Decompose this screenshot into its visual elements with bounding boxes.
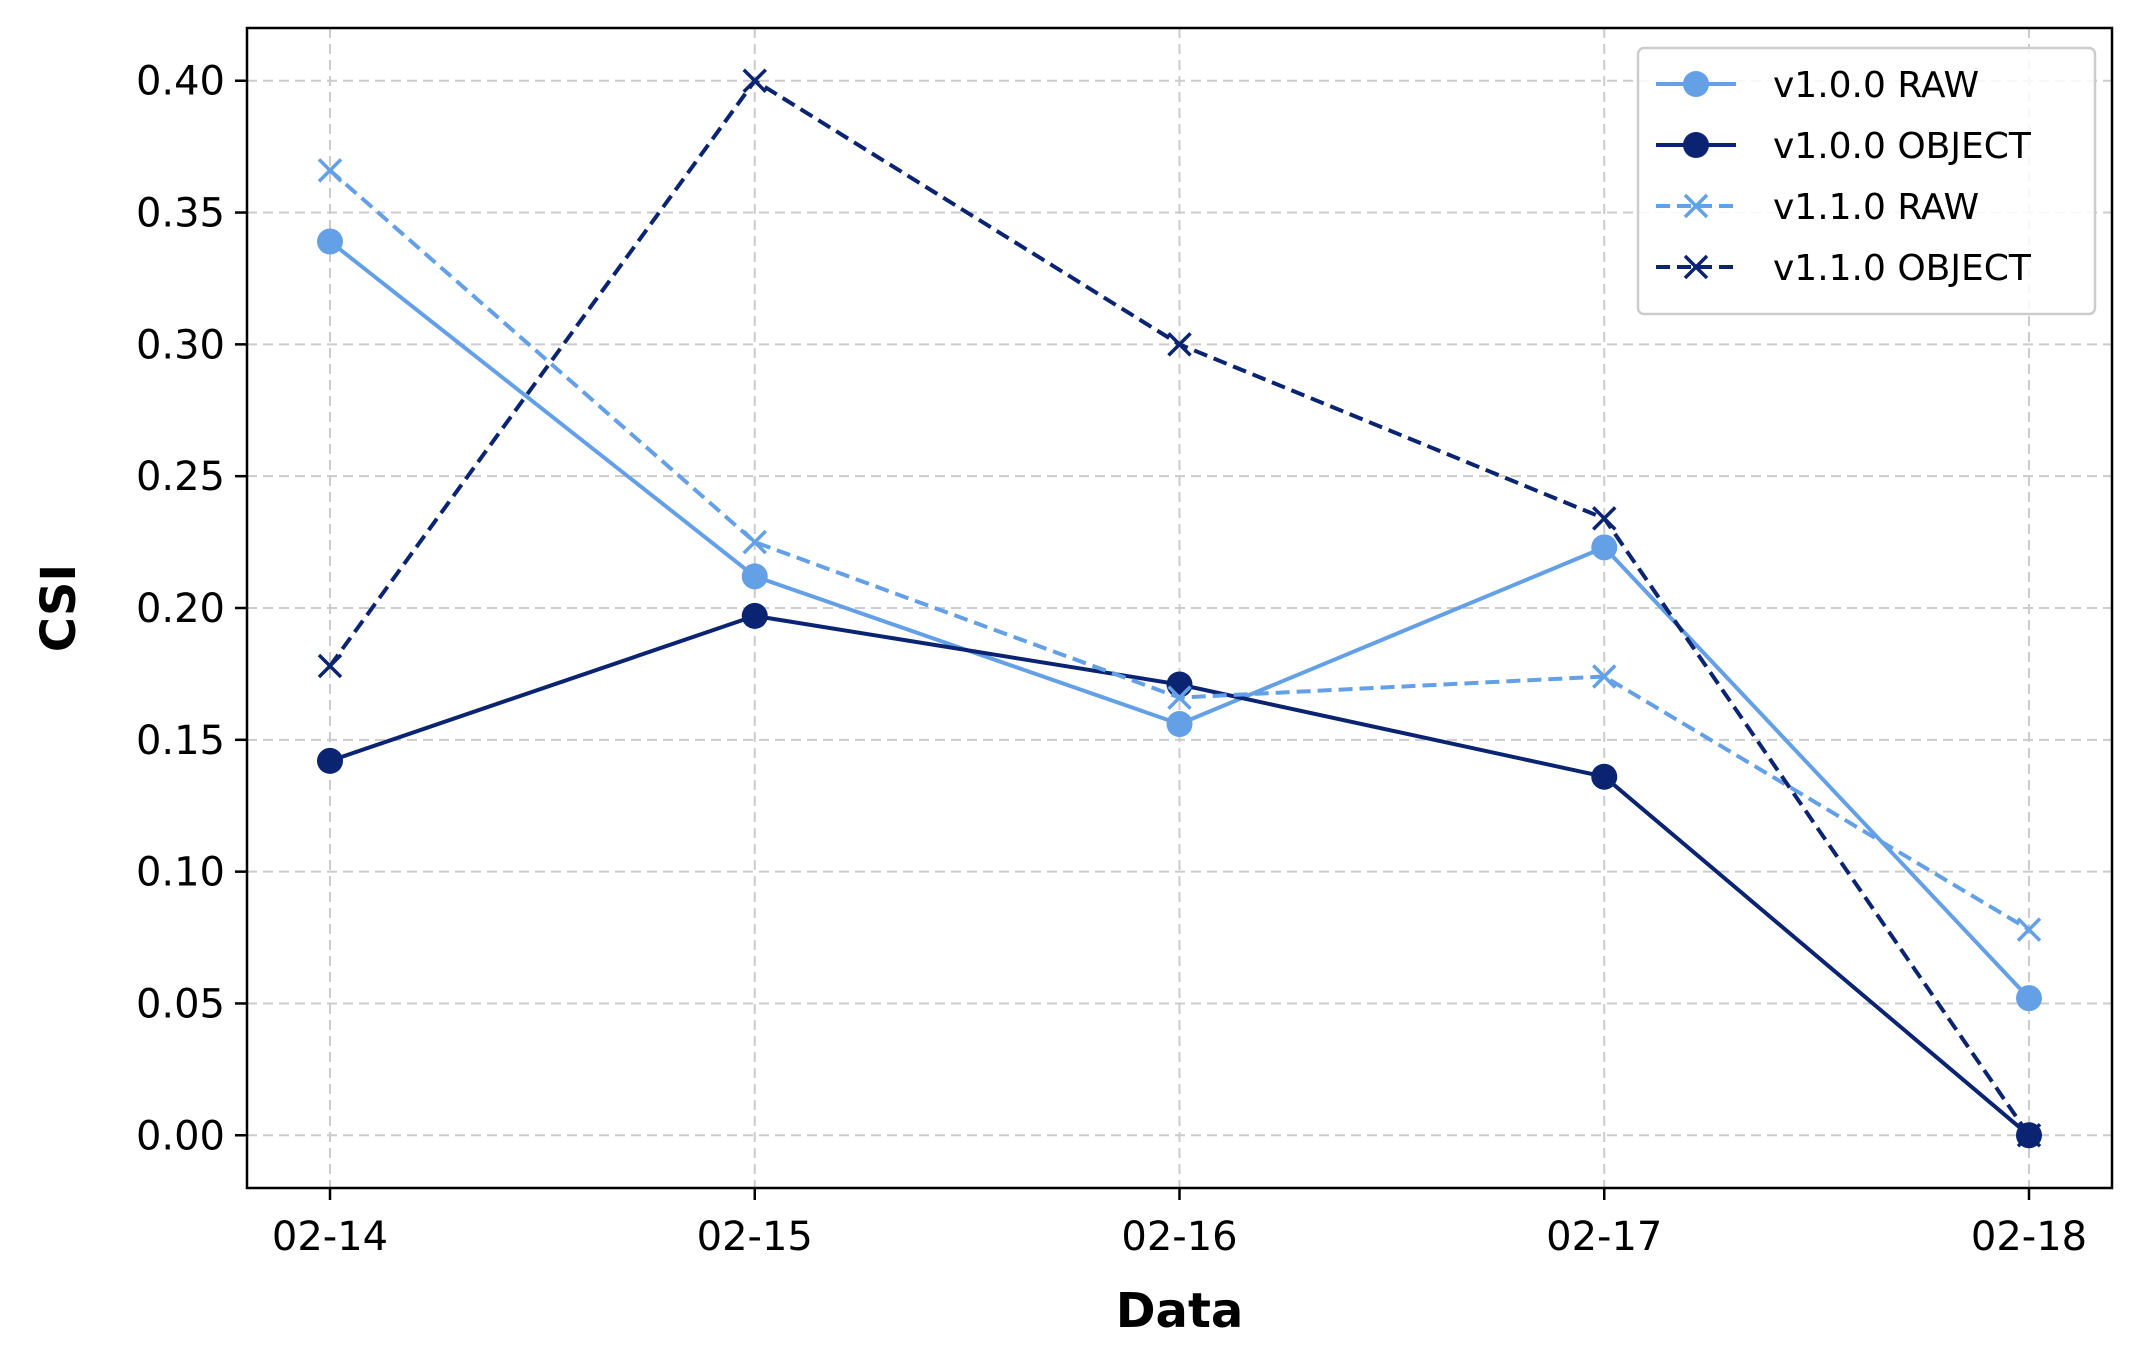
data-point bbox=[2016, 985, 2042, 1012]
data-point bbox=[1166, 671, 1193, 698]
data-point bbox=[741, 602, 768, 629]
series-4 bbox=[317, 68, 2042, 1148]
legend-item: v1.0.0 OBJECT bbox=[1656, 126, 2032, 167]
data-point bbox=[317, 228, 343, 255]
legend-label: v1.0.0 RAW bbox=[1773, 65, 1979, 106]
y-axis: 0.00 0.05 0.10 0.15 0.20 0.25 0.30 0.35 0.40 bbox=[136, 59, 247, 1159]
data-point bbox=[742, 68, 767, 93]
series-1 bbox=[317, 228, 2042, 1012]
x-tick-label: 02-14 bbox=[272, 1214, 388, 1260]
y-tick-label: 0.35 bbox=[136, 191, 225, 237]
legend-marker bbox=[1683, 132, 1709, 158]
y-tick-label: 0.15 bbox=[136, 718, 225, 764]
y-tick-label: 0.05 bbox=[136, 981, 225, 1027]
data-point bbox=[2016, 917, 2042, 942]
legend-item: v1.1.0 RAW bbox=[1656, 187, 1979, 228]
data-point bbox=[741, 563, 768, 590]
data-point bbox=[1591, 534, 1618, 561]
data-point bbox=[317, 747, 343, 774]
legend-label: v1.0.0 OBJECT bbox=[1773, 126, 2032, 167]
data-point bbox=[2016, 1123, 2042, 1148]
y-tick-label: 0.00 bbox=[136, 1113, 225, 1159]
y-tick-label: 0.10 bbox=[136, 850, 225, 896]
y-tick-label: 0.40 bbox=[136, 59, 225, 105]
legend-marker bbox=[1683, 254, 1709, 280]
series-3 bbox=[317, 158, 2042, 942]
series-layer bbox=[317, 68, 2042, 1149]
data-point bbox=[742, 529, 767, 555]
data-point bbox=[1167, 332, 1192, 357]
y-axis-label: CSI bbox=[31, 564, 87, 653]
legend-label: v1.1.0 RAW bbox=[1773, 187, 1979, 228]
legend-marker bbox=[1683, 71, 1709, 97]
y-tick-label: 0.30 bbox=[136, 322, 225, 368]
data-point bbox=[317, 158, 343, 183]
legend-frame bbox=[1636, 46, 2097, 316]
legend: v1.0.0 RAW v1.0.0 OBJECT v1.1.0 RAW v1.1.0 … bbox=[1636, 46, 2097, 316]
series-2 bbox=[317, 602, 2042, 1149]
legend-label: v1.1.0 OBJECT bbox=[1773, 248, 2032, 289]
x-tick-label: 02-18 bbox=[1971, 1214, 2087, 1260]
data-point bbox=[1166, 711, 1193, 737]
x-axis: 02-14 02-15 02-16 02-17 02-18 bbox=[272, 1188, 2087, 1260]
data-point bbox=[1592, 664, 1617, 689]
legend-item: v1.1.0 OBJECT bbox=[1656, 248, 2032, 289]
y-tick-label: 0.25 bbox=[136, 454, 225, 500]
data-point bbox=[1167, 685, 1192, 710]
data-point bbox=[1592, 506, 1617, 531]
x-tick-label: 02-15 bbox=[697, 1214, 813, 1260]
x-axis-label: Data bbox=[1116, 1283, 1244, 1339]
legend-item: v1.0.0 RAW bbox=[1656, 65, 1979, 106]
data-point bbox=[317, 653, 343, 679]
x-tick-label: 02-16 bbox=[1121, 1214, 1237, 1260]
x-tick-label: 02-17 bbox=[1546, 1214, 1662, 1260]
y-tick-label: 0.20 bbox=[136, 586, 225, 632]
data-point bbox=[1591, 763, 1618, 790]
legend-marker bbox=[1683, 193, 1709, 219]
